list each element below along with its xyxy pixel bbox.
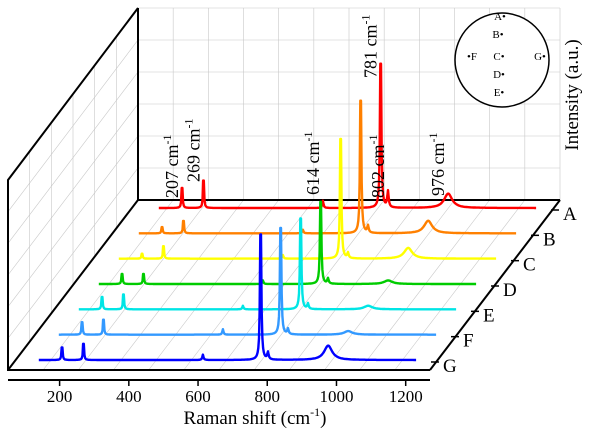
series-line-F bbox=[58, 226, 437, 336]
peak-annotation-text: 781 cm bbox=[361, 25, 381, 79]
x-axis-label: Raman shift (cm-1) bbox=[184, 405, 327, 429]
inset-point-D: D• bbox=[493, 69, 505, 81]
peak-annotation-sup: -1 bbox=[160, 135, 174, 145]
x-axis-label-sup: -1 bbox=[310, 405, 320, 419]
x-tick-label: 1000 bbox=[319, 387, 353, 406]
floor-grid-line bbox=[253, 199, 385, 371]
x-axis-label-suffix: ) bbox=[320, 408, 326, 429]
peak-annotation-text: 269 cm bbox=[183, 129, 203, 183]
peak-annotation-802: 802 cm-1 bbox=[366, 135, 388, 199]
peak-annotation-976: 976 cm-1 bbox=[426, 133, 448, 197]
series-label-G: G bbox=[443, 356, 457, 377]
inset-circle bbox=[454, 12, 550, 108]
series-line-A bbox=[158, 62, 537, 210]
peak-annotation-781: 781 cm-1 bbox=[359, 15, 381, 79]
series-line-E bbox=[78, 217, 457, 311]
peak-annotation-sup: -1 bbox=[181, 119, 195, 129]
x-tick-label: 200 bbox=[47, 387, 73, 406]
depth-edge bbox=[7, 199, 139, 371]
x-axis-label-main: Raman shift (cm bbox=[184, 408, 311, 429]
y-axis-label: Intensity (a.u.) bbox=[562, 39, 583, 150]
peak-annotation-207: 207 cm-1 bbox=[160, 135, 182, 199]
peak-annotation-text: 802 cm bbox=[368, 145, 388, 199]
series-line-C bbox=[118, 137, 497, 260]
x-tick-label: 600 bbox=[185, 387, 211, 406]
axes-frame bbox=[7, 7, 561, 381]
tick-layer: 200 400 600 800 1000 1200 bbox=[47, 380, 423, 406]
peak-annotation-text: 614 cm bbox=[303, 142, 323, 196]
series-label-D: D bbox=[503, 280, 517, 301]
x-tick-label: 800 bbox=[255, 387, 281, 406]
peak-annotation-614: 614 cm-1 bbox=[301, 132, 323, 196]
peak-annotation-sup: -1 bbox=[366, 135, 380, 145]
series-label-E: E bbox=[483, 305, 495, 326]
floor-grid-line bbox=[78, 199, 209, 371]
inset-point-B: B• bbox=[492, 29, 503, 41]
inset-point-C: C• bbox=[493, 51, 504, 63]
peak-annotation-269: 269 cm-1 bbox=[181, 119, 203, 183]
series-line-G bbox=[38, 233, 417, 362]
front-frame bbox=[7, 7, 430, 371]
peak-annotation-sup: -1 bbox=[359, 15, 373, 25]
inset-point-G: G• bbox=[534, 51, 546, 63]
series-label-F: F bbox=[463, 331, 474, 352]
x-tick-label: 1200 bbox=[389, 387, 423, 406]
series-label-A: A bbox=[563, 204, 577, 225]
series-line-B bbox=[138, 99, 517, 235]
peak-annotation-sup: -1 bbox=[426, 133, 440, 143]
peak-annotation-text: 976 cm bbox=[428, 143, 448, 197]
series-label-C: C bbox=[523, 255, 536, 276]
peak-annotation-text: 207 cm bbox=[162, 145, 182, 199]
peak-annotation-sup: -1 bbox=[301, 132, 315, 142]
inset-point-F: •F bbox=[467, 51, 477, 63]
sample-position-inset: A• B• C• D• E• •F G• bbox=[454, 11, 550, 108]
series-line-D bbox=[98, 200, 477, 286]
x-tick-label: 400 bbox=[116, 387, 142, 406]
series-label-B: B bbox=[543, 229, 556, 250]
inset-point-E: E• bbox=[494, 87, 505, 99]
depth-axis bbox=[429, 199, 561, 371]
inset-point-A: A• bbox=[494, 11, 506, 23]
